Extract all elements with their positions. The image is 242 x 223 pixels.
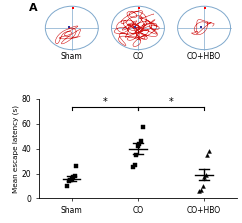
Text: *: *: [169, 97, 173, 107]
Text: *: *: [103, 97, 107, 107]
Y-axis label: Mean escape latency (s): Mean escape latency (s): [12, 105, 19, 193]
Text: CO: CO: [132, 52, 144, 61]
Text: A: A: [29, 3, 38, 13]
Text: CO+HBO: CO+HBO: [187, 52, 221, 61]
Text: Sham: Sham: [61, 52, 83, 61]
